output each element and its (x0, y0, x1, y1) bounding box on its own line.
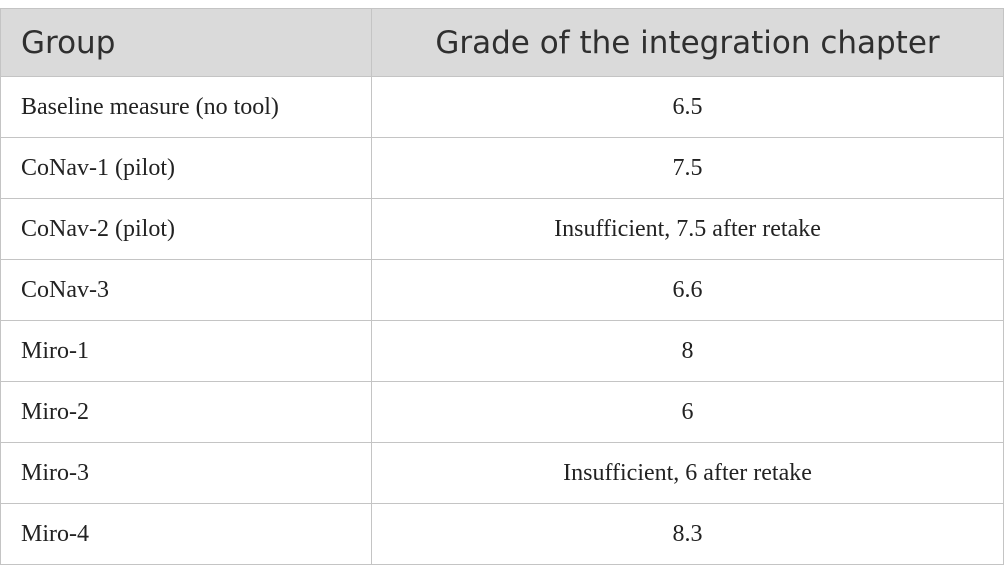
grade-cell: 8 (371, 320, 1004, 382)
table-row: Baseline measure (no tool) 6.5 (0, 76, 1004, 138)
grade-cell: 7.5 (371, 137, 1004, 199)
table-row: Miro-2 6 (0, 381, 1004, 443)
group-cell: CoNav-2 (pilot) (0, 198, 372, 260)
group-cell: Miro-1 (0, 320, 372, 382)
group-cell: Miro-2 (0, 381, 372, 443)
header-row: Group Grade of the integration chapter (0, 8, 1004, 77)
table-row: Miro-4 8.3 (0, 503, 1004, 565)
grade-cell: 6.6 (371, 259, 1004, 321)
grade-cell: 6.5 (371, 76, 1004, 138)
grades-table: Group Grade of the integration chapter B… (0, 8, 1004, 565)
table-row: CoNav-2 (pilot) Insufficient, 7.5 after r… (0, 198, 1004, 260)
table-row: Miro-1 8 (0, 320, 1004, 382)
table-row: CoNav-3 6.6 (0, 259, 1004, 321)
group-cell: CoNav-3 (0, 259, 372, 321)
table-row: CoNav-1 (pilot) 7.5 (0, 137, 1004, 199)
group-cell: CoNav-1 (pilot) (0, 137, 372, 199)
grade-cell: Insufficient, 6 after retake (371, 442, 1004, 504)
group-cell: Miro-4 (0, 503, 372, 565)
table-header: Group Grade of the integration chapter (0, 8, 1004, 77)
table-row: Miro-3 Insufficient, 6 after retake (0, 442, 1004, 504)
grade-cell: 8.3 (371, 503, 1004, 565)
group-cell: Miro-3 (0, 442, 372, 504)
header-cell: Group (0, 8, 372, 77)
grade-cell: Insufficient, 7.5 after retake (371, 198, 1004, 260)
grade-cell: 6 (371, 381, 1004, 443)
group-cell: Baseline measure (no tool) (0, 76, 372, 138)
table-body: Baseline measure (no tool) 6.5 CoNav-1 (pi… (0, 76, 1004, 565)
header-cell: Grade of the integration chapter (371, 8, 1004, 77)
